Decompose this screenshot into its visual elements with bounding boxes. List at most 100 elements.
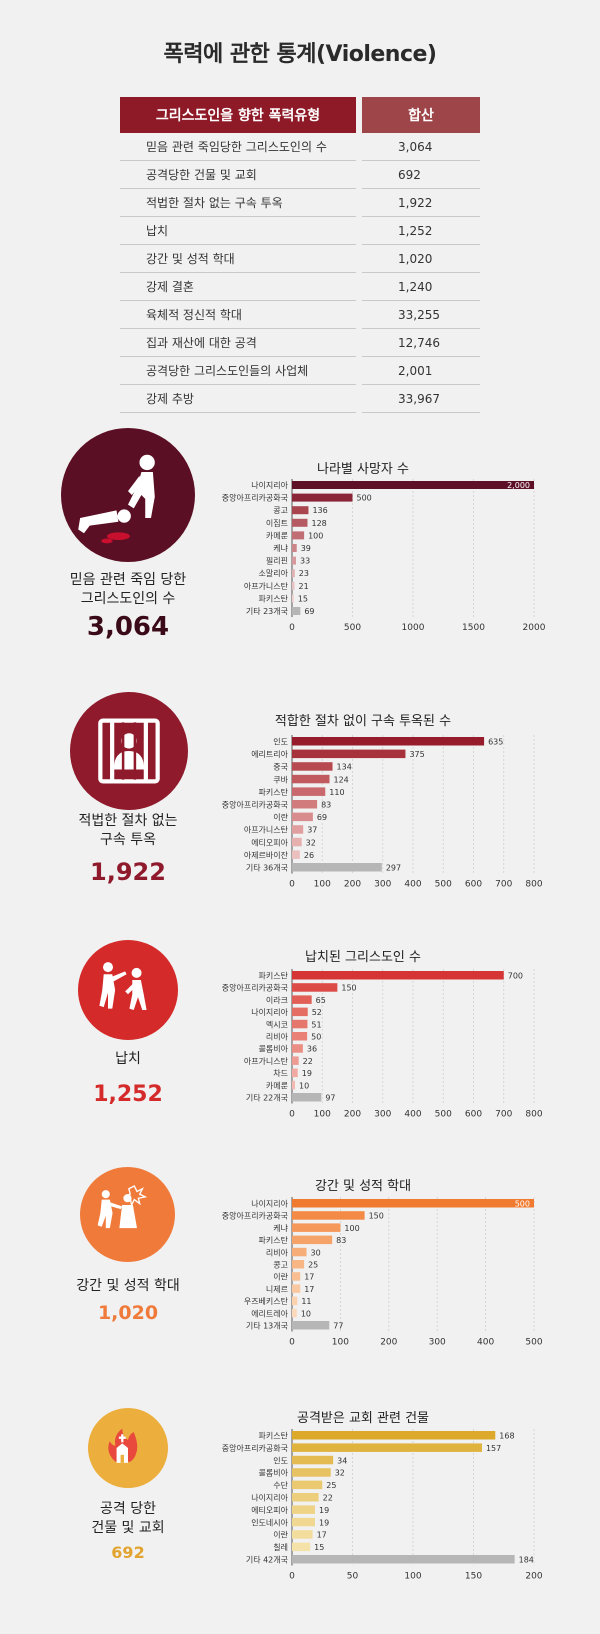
bar [292,1211,365,1220]
x-tick-label: 100 [314,1110,331,1120]
data-label: 33 [300,557,310,566]
data-label: 19 [319,1518,329,1527]
category-tick-label: 기타 42개국 [246,1555,288,1565]
category-label: 납치 [115,1051,141,1067]
page-title: 폭력에 관한 통계(Violence) [163,42,438,67]
bar [292,971,504,980]
bar [292,812,313,822]
x-tick-label: 0 [289,1572,295,1582]
table-row: 믿음 관련 죽임당한 그리스도인의 수 3,064 [120,133,480,161]
row-label: 강제 결혼 [120,272,356,301]
category-tick-label: 쿠바 [273,774,288,784]
category-tick-label: 나이지리아 [251,1493,288,1503]
row-value: 1,252 [362,216,480,245]
x-tick-label: 500 [525,1338,542,1348]
data-label: 83 [321,801,331,810]
bar [292,1019,308,1029]
data-label: 19 [319,1506,329,1515]
x-tick-label: 0 [289,1338,295,1348]
category-value: 692 [111,1543,145,1562]
x-tick-label: 0 [289,880,295,890]
x-tick-label: 600 [465,880,482,890]
bar [292,1199,534,1208]
category-label: 공격 당한 건물 및 교회 [91,1501,165,1536]
category-tick-label: 이집트 [266,518,288,528]
row-label: 적법한 절차 없는 구속 투옥 [120,188,356,217]
bar [292,1296,298,1306]
x-tick-label: 700 [495,880,512,890]
bar [292,1093,322,1102]
category-tick-label: 필리핀 [266,556,288,566]
category-tick-label: 아프가니스탄 [244,581,289,591]
data-label: 32 [335,1469,345,1478]
category-tick-label: 콜롬비아 [259,1468,289,1478]
category-value: 1,252 [93,1082,163,1107]
row-value: 1,240 [362,272,480,301]
category-tick-label: 칠레 [273,1543,288,1552]
bar [292,1517,315,1527]
row-value: 33,255 [362,300,480,329]
data-label: 15 [314,1543,324,1552]
category-badge [78,940,178,1040]
prison-bars-icon [98,718,160,784]
x-tick-label: 300 [374,880,391,890]
category-tick-label: 아제르바이잔 [244,850,289,860]
x-tick-label: 50 [347,1572,359,1582]
data-label: 37 [307,826,317,835]
table-header-row: 그리스도인을 향한 폭력유형 합산 [120,97,480,133]
category-tick-label: 파키스탄 [259,1431,289,1441]
category-tick-label: 차드 [273,1069,288,1078]
category-tick-label: 인도 [273,737,288,747]
data-label: 10 [299,1081,309,1090]
x-tick-label: 1500 [462,623,485,633]
x-tick-label: 400 [404,880,421,890]
row-value: 2,001 [362,356,480,385]
data-label: 30 [311,1248,321,1257]
data-label: 128 [311,519,326,528]
bar [292,837,302,847]
category-tick-label: 파키스탄 [259,971,289,981]
data-label: 10 [301,1309,311,1318]
category-badge [61,428,195,562]
category-tick-label: 이란 [273,1272,288,1282]
category-tick-label: 우즈베키스탄 [244,1296,289,1306]
category-tick-label: 이란 [273,1530,288,1540]
data-label: 100 [344,1224,359,1233]
bar [292,1468,331,1477]
category-tick-label: 콩고 [273,506,288,515]
category-tick-label: 콜롬비아 [259,1044,289,1054]
category-tick-label: 중앙아프리카공화국 [222,493,288,503]
data-label: 700 [508,972,523,981]
category-tick-label: 수단 [273,1480,288,1490]
bar [292,518,308,527]
bar [292,544,297,552]
category-tick-label: 파키스탄 [259,1235,289,1245]
data-label: 500 [515,1200,530,1209]
bar [292,556,296,565]
row-label: 집과 재산에 대한 공격 [120,328,356,357]
bar [292,1542,311,1552]
bar [292,1032,308,1041]
data-label: 150 [341,984,356,993]
x-tick-label: 300 [374,1110,391,1120]
bar [292,1431,496,1440]
category-badge [88,1408,168,1488]
assault-icon [97,1185,148,1229]
data-label: 21 [299,582,309,591]
row-label: 육체적 정신적 학대 [120,300,356,329]
x-tick-label: 600 [465,1110,482,1120]
table-row: 강간 및 성적 학대 1,020 [120,244,480,273]
bar [292,749,406,759]
category-value: 3,064 [86,612,170,642]
x-tick-label: 200 [344,880,361,890]
category-tick-label: 기타 36개국 [246,863,288,873]
x-tick-label: 200 [344,1110,361,1120]
category-tick-label: 에리트리아 [251,749,288,759]
data-label: 22 [323,1494,333,1503]
row-label: 믿음 관련 죽임당한 그리스도인의 수 [120,133,356,161]
bar [292,787,326,796]
category-tick-label: 리비아 [266,1247,289,1257]
table-row: 공격당한 건물 및 교회 692 [120,160,480,189]
data-label: 2,000 [507,481,530,490]
bar [292,1555,515,1564]
